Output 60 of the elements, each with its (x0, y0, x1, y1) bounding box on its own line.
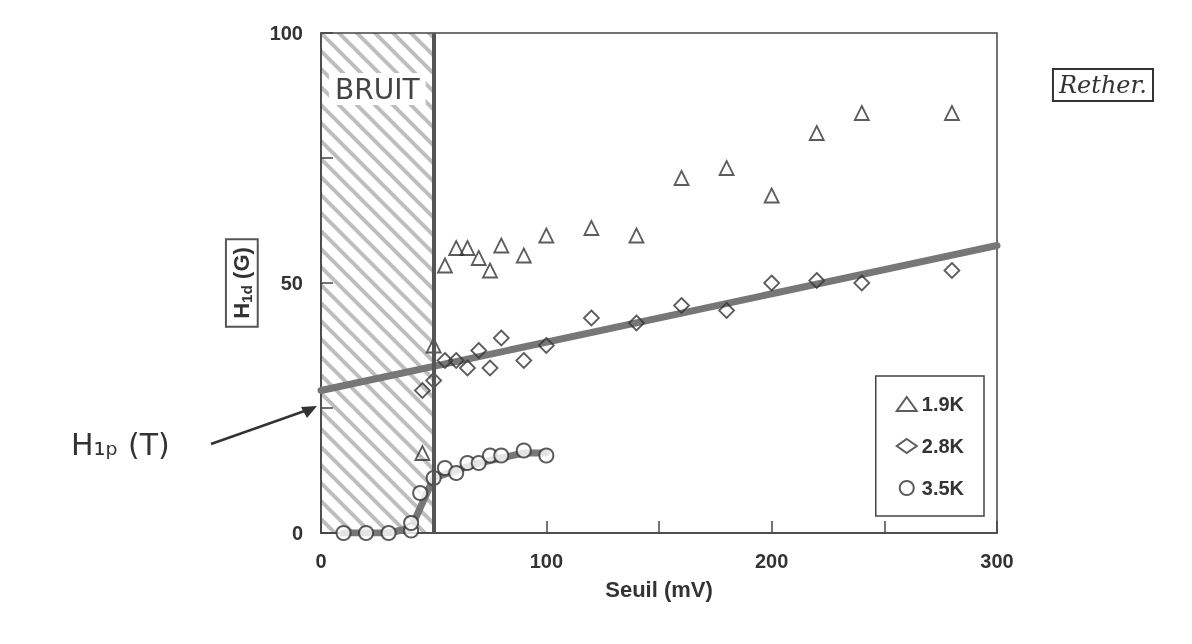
point (853, 105, 870, 121)
legend-label: 2.8K (921, 435, 965, 457)
point (447, 352, 465, 369)
point (380, 525, 397, 541)
point (853, 274, 871, 292)
point (718, 160, 735, 176)
x-tick-label: 300 (980, 550, 1014, 572)
x-tick-label: 100 (529, 550, 564, 572)
point (538, 447, 555, 464)
point (492, 329, 510, 347)
point (436, 352, 454, 369)
point (583, 220, 600, 236)
text: H₁ₚ (T) (71, 426, 170, 462)
point (515, 247, 532, 264)
point (481, 359, 499, 377)
point (763, 187, 780, 204)
point (448, 240, 465, 256)
point (470, 342, 488, 359)
point (403, 515, 420, 531)
point (673, 170, 690, 186)
point (482, 262, 498, 279)
legend-label: 3.5K (921, 477, 965, 499)
legend-label: 1.9K (921, 393, 965, 415)
point (493, 447, 510, 464)
point (335, 525, 352, 541)
point (943, 262, 961, 279)
point (414, 382, 431, 399)
point (414, 445, 431, 461)
point (537, 337, 555, 354)
point (412, 485, 429, 501)
point (583, 309, 600, 327)
x-tick-label: 0 (315, 550, 327, 572)
y-tick-label: 50 (280, 272, 303, 294)
point (515, 352, 533, 369)
point (808, 125, 825, 141)
point (515, 442, 532, 459)
text: Rether. (1057, 71, 1147, 99)
point (448, 465, 465, 481)
point (470, 455, 487, 471)
point (459, 240, 476, 256)
y-tick-label: 100 (269, 22, 303, 44)
point (718, 302, 735, 319)
point (459, 359, 476, 377)
y-tick-label: 0 (291, 522, 303, 544)
y-axis-title: H1d (G) (229, 247, 255, 319)
point (437, 257, 453, 274)
point (425, 372, 443, 389)
x-axis-title: Seuil (mV) (605, 576, 713, 602)
band-label: BRUIT (335, 72, 421, 106)
point (628, 314, 645, 332)
point (944, 105, 960, 121)
point (470, 250, 487, 266)
point (628, 227, 645, 244)
point (538, 227, 555, 244)
point (673, 297, 690, 314)
point (358, 525, 375, 541)
point (493, 237, 510, 254)
point (808, 272, 826, 289)
x-tick-label: 200 (754, 550, 789, 572)
point (763, 274, 781, 292)
